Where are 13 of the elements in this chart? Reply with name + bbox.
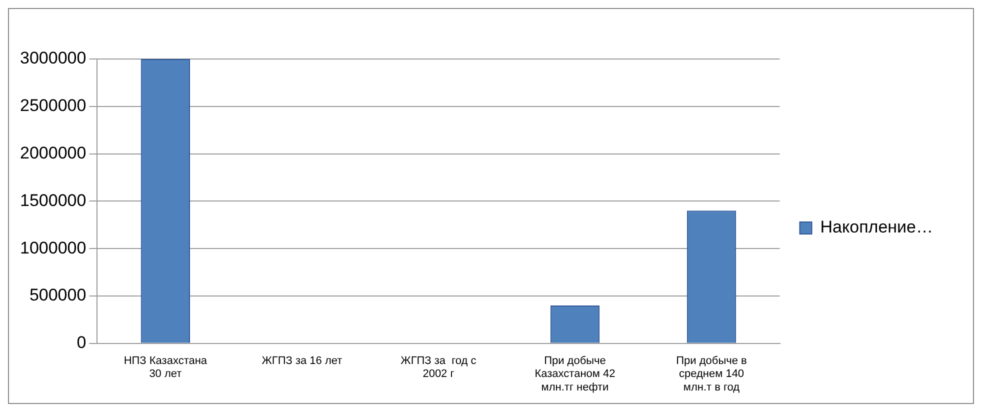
x-tick-label: ЖГПЗ за 16 лет bbox=[262, 355, 342, 368]
y-tick-label: 2000000 bbox=[20, 143, 86, 162]
y-tick-label: 1500000 bbox=[20, 190, 86, 210]
x-tick-label: ЖГПЗ за год с 2002 г bbox=[400, 355, 477, 380]
y-tick-label: 1000000 bbox=[20, 238, 86, 258]
legend-label: Накопление… bbox=[820, 218, 933, 237]
y-tick-label: 0 bbox=[76, 333, 86, 352]
x-tick-label: При добыче Казахстаном 42 млн.тг нефти bbox=[534, 355, 616, 394]
y-tick-label: 500000 bbox=[29, 286, 86, 305]
x-tick-label: НПЗ Казахстана 30 лет bbox=[124, 355, 208, 380]
y-tick-label: 3000000 bbox=[20, 48, 86, 68]
x-tick-label: При добыче в среднем 140 млн.т в год bbox=[676, 355, 748, 394]
y-tick-label: 2500000 bbox=[20, 96, 86, 116]
